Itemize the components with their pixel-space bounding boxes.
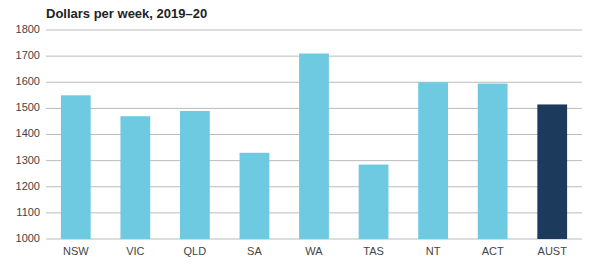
x-tick-label: WA	[305, 245, 323, 257]
bar	[120, 116, 150, 239]
x-tick-label: TAS	[363, 245, 384, 257]
bar	[61, 95, 91, 239]
bar	[418, 82, 448, 239]
x-tick-label: NSW	[63, 245, 89, 257]
x-tick-label: SA	[247, 245, 262, 257]
bar	[537, 104, 567, 239]
chart-svg: Dollars per week, 2019–20 1000 1100 1200 130…	[0, 0, 594, 265]
chart-container: Dollars per week, 2019–20 1000 1100 1200 130…	[0, 0, 594, 265]
bar	[478, 84, 508, 239]
bar	[359, 165, 389, 239]
grid-line	[46, 30, 582, 31]
bars	[61, 54, 567, 239]
x-tick-label: ACT	[482, 245, 504, 257]
x-tick-label: QLD	[184, 245, 207, 257]
bar	[240, 153, 270, 239]
y-tick-label: 1400	[16, 127, 40, 139]
x-tick-label: VIC	[126, 245, 144, 257]
bar	[299, 54, 329, 239]
title: Dollars per week, 2019–20	[46, 6, 207, 21]
x-tick-labels: NSW VIC QLD SA WA TAS NT ACT AUST	[63, 245, 567, 257]
y-tick-label: 1300	[16, 154, 40, 166]
y-tick-label: 1100	[16, 206, 40, 218]
y-tick-label: 1500	[16, 101, 40, 113]
y-tick-labels: 1000 1100 1200 1300 1400 1500 1600 1700 1800	[16, 23, 40, 244]
y-tick-label: 1600	[16, 75, 40, 87]
y-tick-label: 1800	[16, 23, 40, 35]
bar	[180, 111, 210, 239]
y-tick-label: 1700	[16, 49, 40, 61]
y-tick-label: 1200	[16, 180, 40, 192]
grid	[46, 30, 582, 239]
y-tick-label: 1000	[16, 232, 40, 244]
x-tick-label: NT	[426, 245, 441, 257]
x-tick-label: AUST	[538, 245, 568, 257]
